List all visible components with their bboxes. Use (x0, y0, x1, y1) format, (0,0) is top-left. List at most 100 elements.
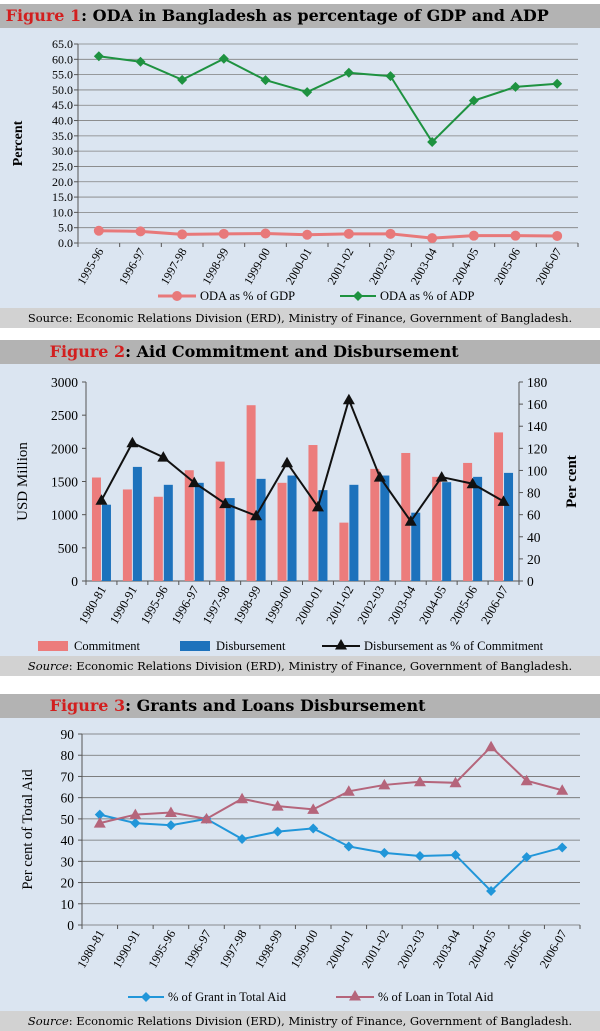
data-point (218, 53, 229, 64)
x-tick-label: 1999-00 (262, 584, 295, 627)
x-tick-label: 2001-02 (324, 584, 357, 627)
figure3-plot-area: 0 10 20 30 40 50 60 70 80 90 Per cent of Total Aid… (0, 718, 600, 1011)
data-point (129, 808, 142, 820)
bar-disbursement (318, 490, 328, 581)
data-point (486, 886, 497, 897)
data-point (557, 842, 568, 853)
data-point (404, 515, 417, 526)
bar-disbursement (132, 466, 142, 581)
x-tick-label: 2006-07 (478, 584, 511, 627)
x-tick-label: 2005-06 (447, 584, 480, 627)
x-tick-label: 1980-81 (74, 928, 107, 971)
data-point (449, 776, 462, 788)
x-tick-label: 1995-96 (146, 928, 179, 971)
data-point (302, 229, 313, 240)
data-point (281, 456, 294, 468)
data-point (385, 71, 396, 82)
data-point (497, 495, 510, 506)
data-point (164, 806, 177, 818)
figure3-label: Figure 3 (49, 696, 126, 715)
bar-commitment (246, 405, 256, 581)
y-tick-label: 2500 (51, 408, 78, 423)
y-tick-label: 30 (61, 854, 75, 869)
data-point (552, 230, 563, 241)
legend-label: Disbursement as % of Commitment (364, 639, 544, 653)
y-tick-label: 50.0 (52, 83, 73, 97)
bar-commitment (463, 462, 473, 581)
data-point (552, 78, 563, 89)
data-point (200, 812, 213, 824)
data-point (510, 81, 521, 92)
y-tick-label: 70 (61, 769, 75, 784)
y-tick-label: 5.0 (58, 221, 73, 235)
figure3-title: Figure 3: Grants and Loans Disbursement (0, 694, 600, 718)
data-point (510, 230, 521, 241)
figure1-source: Source: Economic Relations Division (ERD… (0, 308, 600, 328)
y-tick-label: 1000 (51, 508, 78, 523)
data-point (188, 476, 201, 488)
x-tick-label: 2001-02 (359, 928, 392, 971)
y2-tick-label: 20 (527, 552, 541, 567)
figure1-source-text: Source: Economic Relations Division (ERD… (27, 311, 573, 325)
y-tick-label: 20 (61, 876, 75, 891)
data-point (427, 233, 438, 244)
data-point (343, 67, 354, 78)
bar-commitment (494, 432, 504, 581)
x-tick-label: 1998-99 (199, 245, 231, 287)
figure1-title-text: : ODA in Bangladesh as percentage of GDP… (81, 6, 549, 25)
bar-disbursement (380, 475, 390, 581)
y2-tick-label: 120 (527, 441, 548, 456)
bar-disbursement (442, 482, 452, 581)
y-axis-label: Percent (11, 120, 26, 166)
x-tick-label: 1995-96 (74, 246, 106, 288)
data-point (135, 56, 146, 67)
y-tick-label: 35.0 (52, 129, 73, 143)
series-line (98, 55, 558, 144)
bar-commitment (432, 476, 442, 581)
data-point (520, 774, 533, 786)
x-tick-label: 2000-01 (323, 928, 356, 971)
y-tick-label: 40.0 (52, 114, 73, 128)
y-tick-label: 10.0 (52, 205, 73, 219)
bar-disbursement (194, 482, 204, 581)
bar-disbursement (225, 498, 235, 581)
data-point (250, 509, 263, 521)
legend-marker (353, 291, 363, 301)
data-point (468, 230, 479, 241)
data-point (466, 477, 479, 489)
y-tick-label: 25.0 (52, 159, 73, 173)
data-point (236, 792, 249, 804)
bar-disbursement (473, 476, 483, 581)
bar-disbursement (349, 484, 359, 581)
figure2-source-text: : Economic Relations Division (ERD), Min… (68, 659, 573, 673)
data-point (93, 51, 104, 62)
figure3-source: Source: Economic Relations Division (ERD… (0, 1011, 600, 1031)
y-tick-label: 0 (71, 574, 78, 589)
y-tick-label: 30.0 (52, 144, 73, 158)
data-point (260, 75, 271, 86)
data-point (135, 226, 146, 237)
figure2-source: Source: Economic Relations Division (ERD… (0, 656, 600, 676)
x-tick-label: 2003-04 (430, 927, 463, 971)
y-tick-label: 90 (61, 727, 75, 742)
figure3-source-prefix: Source (27, 1014, 69, 1028)
data-point (237, 834, 248, 845)
y-tick-label: 2000 (51, 441, 78, 456)
figure2-chart: 0 500 1000 1500 2000 2500 3000 0 20 40 60 80 100 120 1… (15, 375, 580, 653)
y-tick-label: 3000 (51, 375, 78, 390)
bar-commitment (122, 489, 132, 581)
y-tick-label: 0.0 (58, 236, 73, 250)
data-point (157, 451, 170, 462)
figure2-label: Figure 2 (49, 342, 126, 361)
legend-label: ODA as % of GDP (200, 289, 295, 303)
data-point (343, 841, 354, 852)
x-tick-label: 2002-03 (354, 584, 387, 627)
y-tick-label: 10 (61, 897, 75, 912)
bar-disbursement (256, 478, 266, 581)
figure2-title: Figure 2: Aid Commitment and Disbursemen… (0, 340, 600, 364)
data-point (165, 820, 176, 831)
data-point (468, 95, 479, 106)
x-tick-label: 2002-03 (366, 246, 398, 288)
series-line (98, 229, 558, 240)
x-tick-label: 1999-00 (241, 246, 273, 288)
